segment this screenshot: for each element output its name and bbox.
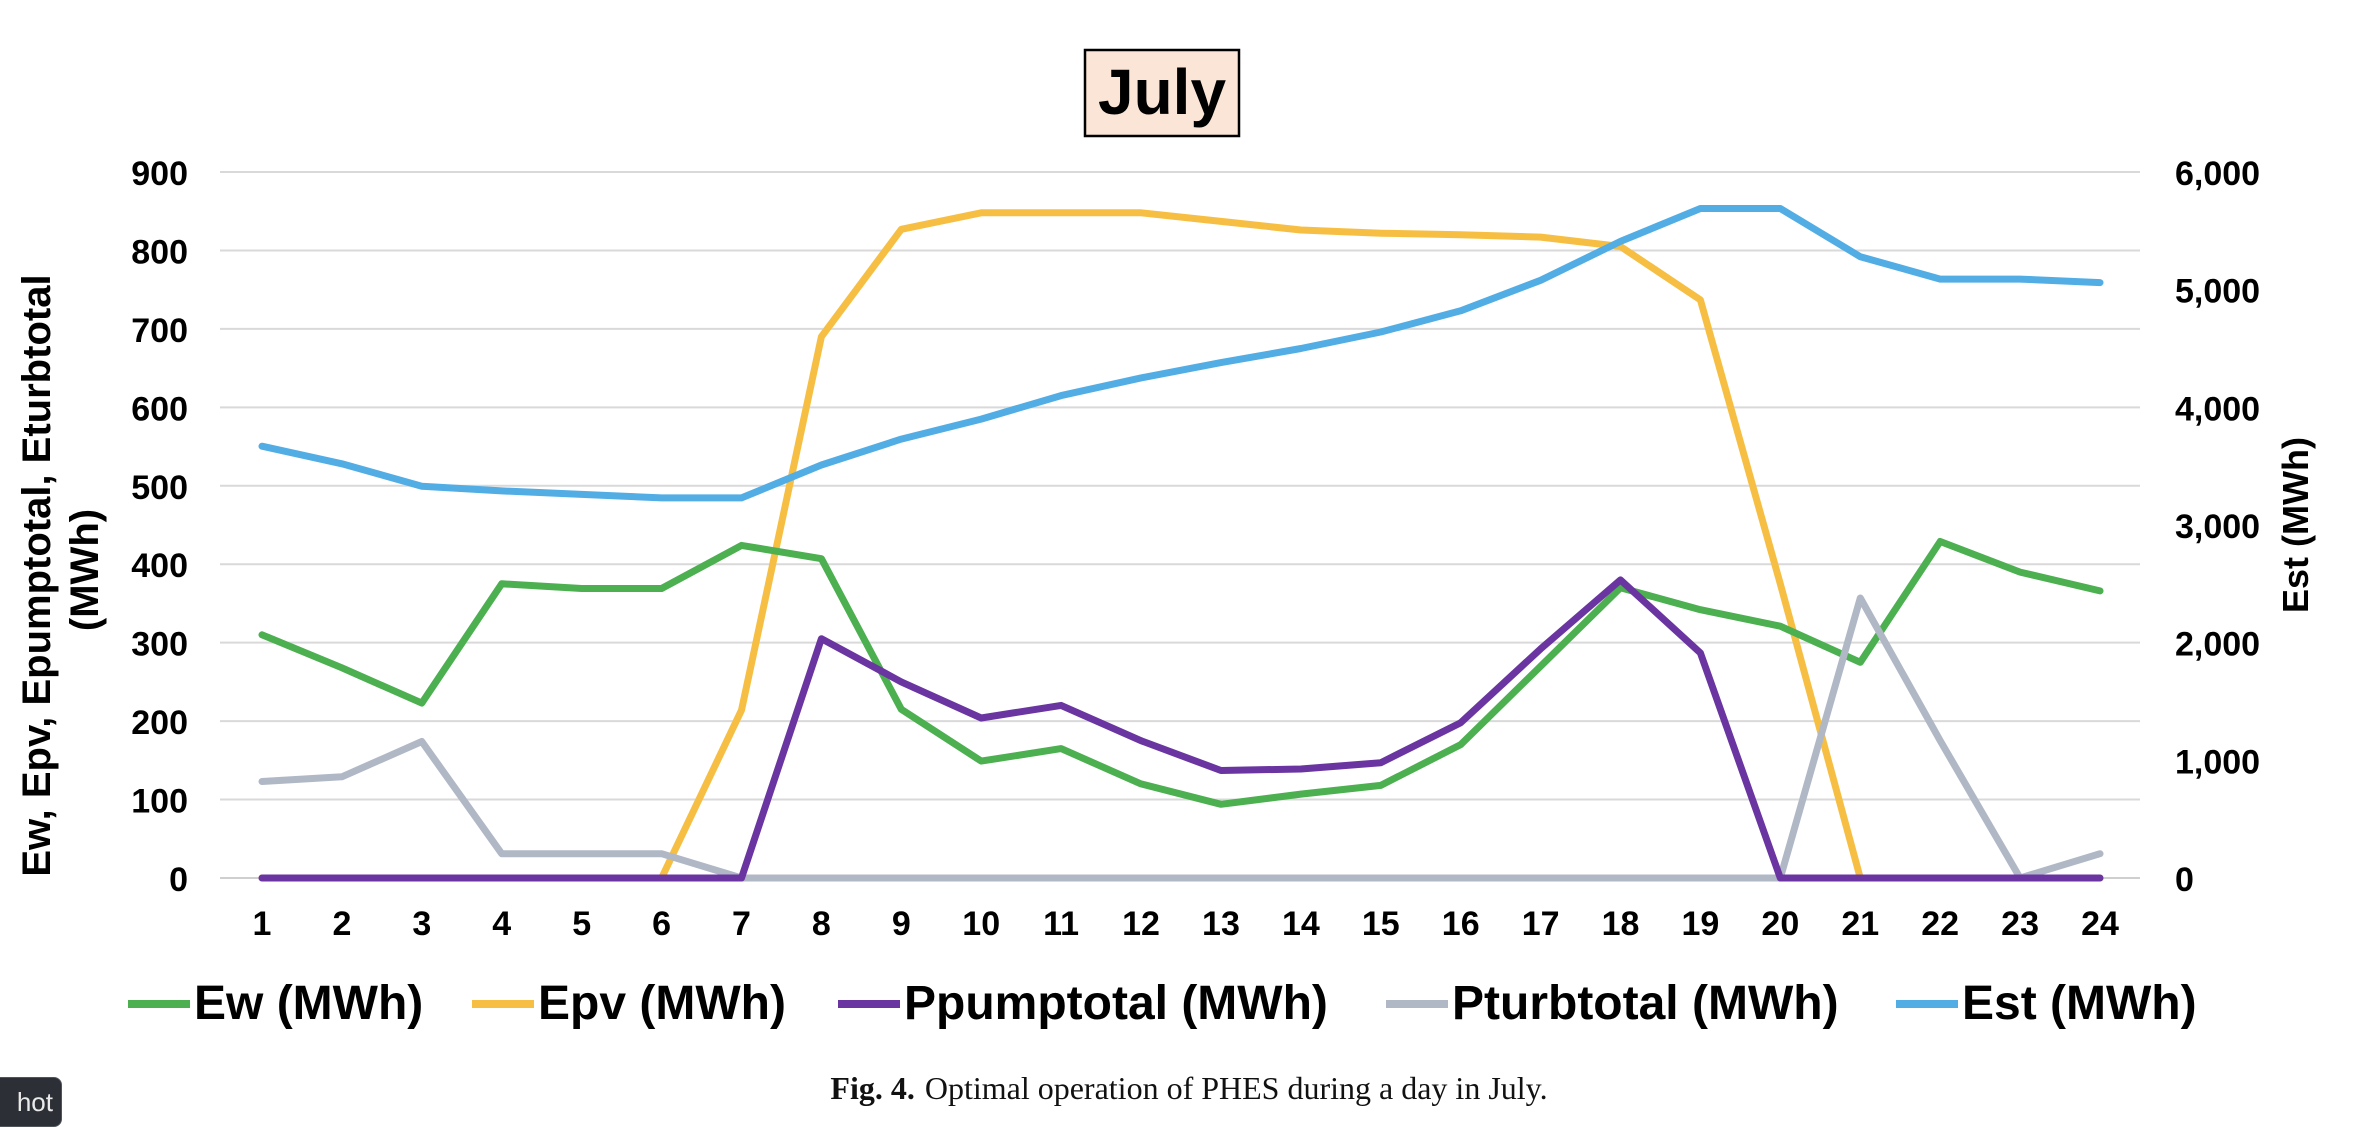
series-line-ew bbox=[258, 538, 2104, 808]
x-tick-label-14: 14 bbox=[1282, 905, 1320, 943]
x-tick-label-13: 13 bbox=[1202, 905, 1240, 943]
figure-caption-text: Optimal operation of PHES during a day i… bbox=[924, 1070, 1548, 1106]
y2-tick-label-1000: 1,000 bbox=[2175, 743, 2260, 781]
chart-title-box bbox=[1083, 48, 1241, 138]
y-tick-label-900: 900 bbox=[131, 155, 188, 193]
y-axis-label-line1: Ew, Epv, Epumptotal, Eturbtotal bbox=[15, 274, 59, 876]
y-axis-label-line2: (MWh) bbox=[63, 509, 107, 631]
x-tick-label-9: 9 bbox=[892, 905, 911, 943]
chart-title: July bbox=[1098, 56, 1226, 128]
y-tick-label-700: 700 bbox=[131, 312, 188, 350]
x-tick-label-18: 18 bbox=[1602, 905, 1640, 943]
x-tick-label-17: 17 bbox=[1522, 905, 1560, 943]
x-tick-label-23: 23 bbox=[2001, 905, 2039, 943]
y2-tick-label-2000: 2,000 bbox=[2175, 626, 2260, 664]
series-line-est bbox=[258, 205, 2104, 502]
x-tick-label-11: 11 bbox=[1043, 905, 1079, 943]
legend-label-est: Est (MWh) bbox=[1962, 977, 2197, 1030]
figure-caption: Fig. 4. Optimal operation of PHES during … bbox=[0, 1070, 2378, 1107]
x-tick-label-19: 19 bbox=[1682, 905, 1720, 943]
y-tick-label-500: 500 bbox=[131, 469, 188, 507]
y-tick-label-0: 0 bbox=[169, 861, 188, 899]
x-tick-label-15: 15 bbox=[1362, 905, 1400, 943]
x-tick-label-3: 3 bbox=[412, 905, 431, 943]
y-axis-label: Ew, Epv, Epumptotal, Eturbtotal (MWh) bbox=[15, 263, 107, 876]
x-tick-label-7: 7 bbox=[732, 905, 751, 943]
x-tick-label-16: 16 bbox=[1442, 905, 1480, 943]
x-tick-label-12: 12 bbox=[1122, 905, 1160, 943]
corner-button[interactable]: hot bbox=[0, 1077, 62, 1127]
y2-tick-label-0: 0 bbox=[2175, 861, 2194, 899]
figure-caption-label: Fig. 4. bbox=[830, 1070, 915, 1106]
y-tick-label-800: 800 bbox=[131, 233, 188, 271]
y-tick-label-400: 400 bbox=[131, 547, 188, 585]
series-line-epv bbox=[258, 209, 2104, 882]
right-axis-ticks: 0 1,000 2,000 3,000 4,000 5,000 6,000 bbox=[2175, 155, 2260, 899]
x-tick-label-10: 10 bbox=[962, 905, 1000, 943]
x-tick-label-20: 20 bbox=[1761, 905, 1799, 943]
y2-tick-label-6000: 6,000 bbox=[2175, 155, 2260, 193]
x-tick-label-5: 5 bbox=[572, 905, 591, 943]
y2-tick-label-3000: 3,000 bbox=[2175, 508, 2260, 546]
x-tick-label-22: 22 bbox=[1921, 905, 1959, 943]
legend-label-pturbtotal: Pturbtotal (MWh) bbox=[1452, 977, 1839, 1030]
grid-lines bbox=[220, 171, 2140, 879]
x-tick-label-4: 4 bbox=[492, 905, 511, 943]
y2-tick-label-5000: 5,000 bbox=[2175, 273, 2260, 311]
x-tick-label-2: 2 bbox=[332, 905, 351, 943]
legend-label-ew: Ew (MWh) bbox=[194, 977, 423, 1030]
x-tick-label-8: 8 bbox=[812, 905, 831, 943]
y-tick-label-100: 100 bbox=[131, 783, 188, 821]
y2-axis-label: Est (MWh) bbox=[2275, 437, 2316, 613]
legend-label-epv: Epv (MWh) bbox=[538, 977, 786, 1030]
series-lines bbox=[258, 205, 2104, 882]
y-tick-label-600: 600 bbox=[131, 390, 188, 428]
legend-label-ppumptotal: Ppumptotal (MWh) bbox=[904, 977, 1328, 1030]
y2-tick-label-4000: 4,000 bbox=[2175, 390, 2260, 428]
x-tick-label-21: 21 bbox=[1841, 905, 1879, 943]
x-tick-label-1: 1 bbox=[253, 905, 272, 943]
left-axis-ticks: 0 100 200 300 400 500 600 700 800 900 bbox=[131, 155, 188, 899]
series-line-pturbtotal bbox=[258, 594, 2104, 882]
y-tick-label-300: 300 bbox=[131, 626, 188, 664]
y-tick-label-200: 200 bbox=[131, 704, 188, 742]
series-line-ppumptotal bbox=[258, 576, 2104, 882]
x-tick-label-24: 24 bbox=[2081, 905, 2119, 943]
x-axis-ticks: 1 2 3 4 5 6 7 8 9 10 11 12 13 14 15 16 17 18 19 20 21 22 23 24 bbox=[253, 905, 2119, 943]
legend: Ew (MWh) Epv (MWh) Ppumptotal (MWh) Pturbto… bbox=[128, 977, 2197, 1030]
x-tick-label-6: 6 bbox=[652, 905, 671, 943]
